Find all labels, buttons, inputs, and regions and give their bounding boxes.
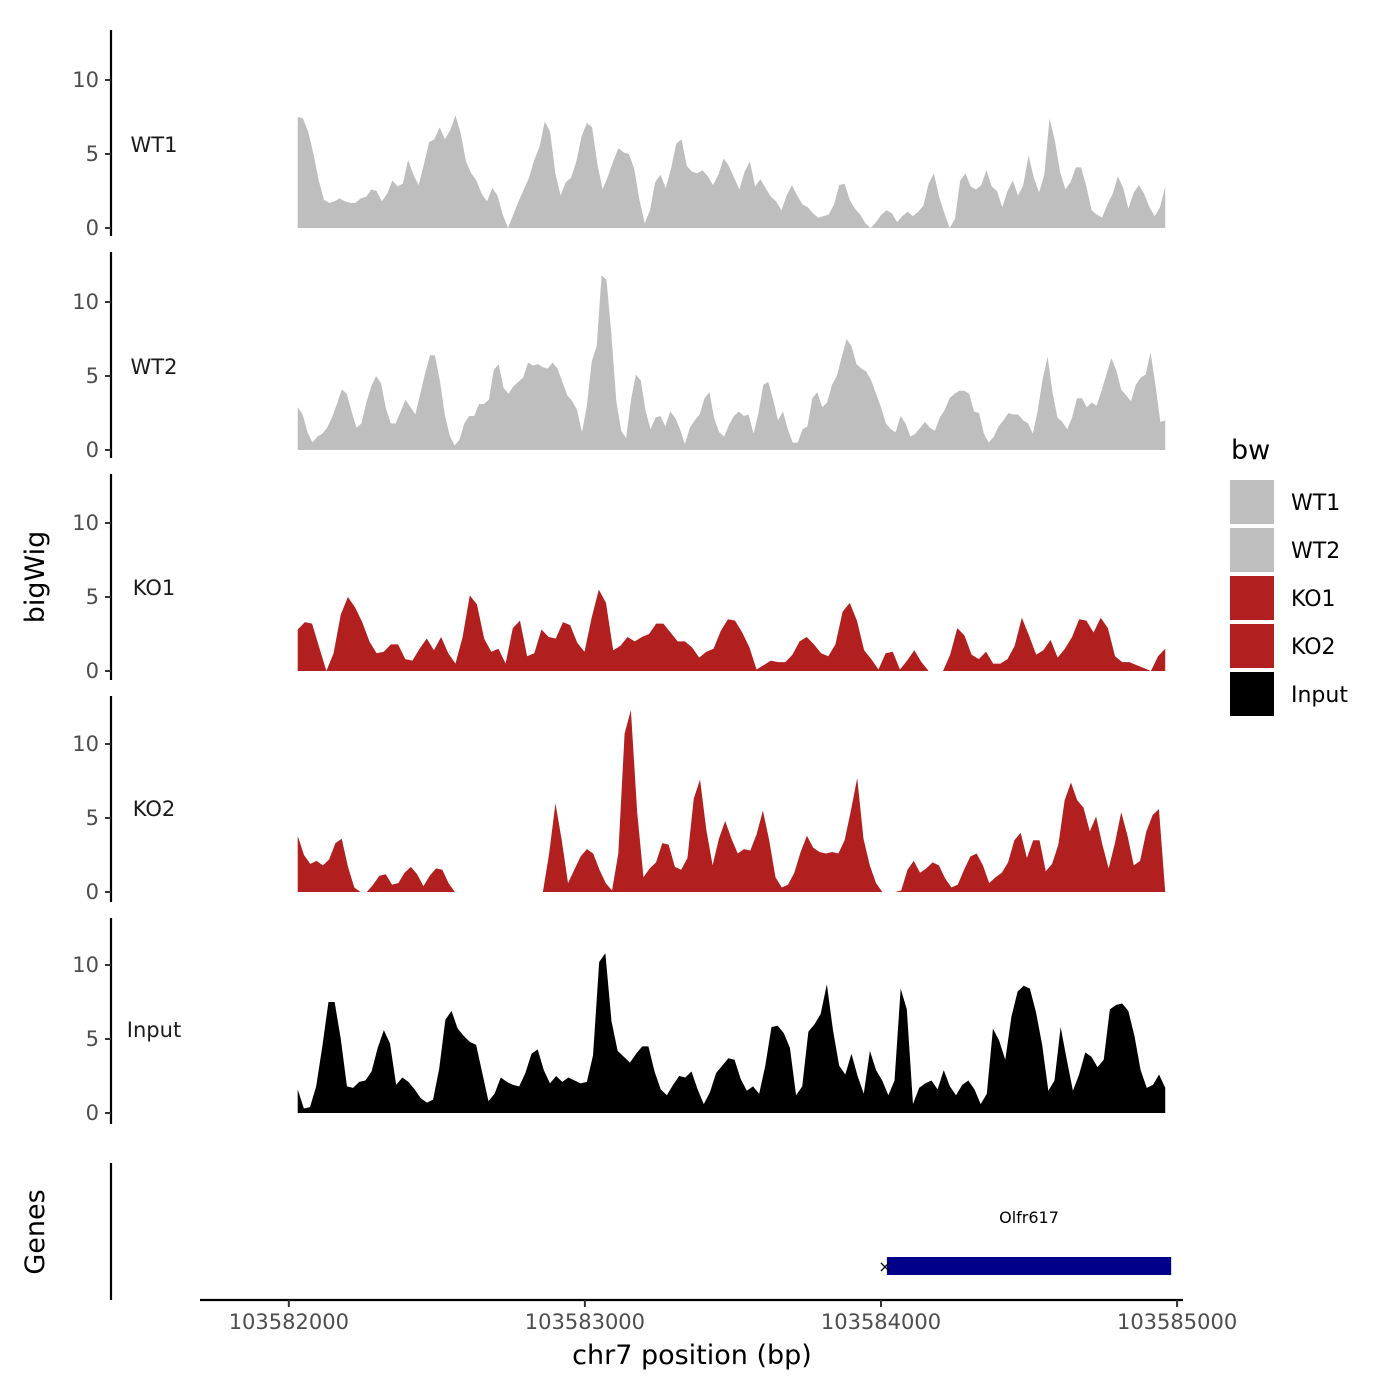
x-axis: 103582000 103583000 103584000 103585000 xyxy=(200,1298,1237,1334)
track-wt2: 0 5 10 WT2 xyxy=(72,252,1166,462)
y-tick-label: 10 xyxy=(72,290,99,314)
legend-label-ko2: KO2 xyxy=(1291,635,1336,660)
x-axis-title: chr7 position (bp) xyxy=(572,1340,812,1371)
x-tick-label: 103585000 xyxy=(1117,1310,1237,1334)
y-tick-label: 0 xyxy=(86,659,99,683)
track-area-wt2 xyxy=(297,275,1166,450)
y-tick-label: 5 xyxy=(86,142,99,166)
legend-swatch-ko2 xyxy=(1230,624,1274,668)
y-tick-label: 0 xyxy=(86,1101,99,1125)
gene-strand-marker-left: × xyxy=(878,1257,891,1276)
y-tick-label: 10 xyxy=(72,68,99,92)
track-label-ko1: KO1 xyxy=(133,576,176,600)
y-tick-label: 5 xyxy=(86,585,99,609)
x-tick-label: 103582000 xyxy=(229,1310,349,1334)
track-label-wt2: WT2 xyxy=(131,355,178,379)
y-tick-label: 10 xyxy=(72,953,99,977)
track-input: 0 5 10 Input xyxy=(72,918,1166,1125)
legend-swatch-wt1 xyxy=(1230,480,1274,524)
x-tick-label: 103583000 xyxy=(525,1310,645,1334)
track-area-input xyxy=(297,953,1166,1113)
legend-label-wt2: WT2 xyxy=(1291,539,1340,564)
legend-label-input: Input xyxy=(1291,683,1348,708)
tracks-layer: 0 5 10 WT1 0 5 10 WT2 0 5 10 KO1 0 5 10 KO2 0 5 10 Input xyxy=(72,30,1166,1125)
y-tick-label: 5 xyxy=(86,806,99,830)
y-tick-label: 0 xyxy=(86,216,99,240)
legend-label-wt1: WT1 xyxy=(1291,491,1340,516)
legend-label-ko1: KO1 xyxy=(1291,587,1336,612)
gene-body xyxy=(886,1257,1172,1275)
gene-label: Olfr617 xyxy=(999,1208,1059,1227)
track-label-ko2: KO2 xyxy=(133,797,176,821)
y-tick-label: 10 xyxy=(72,511,99,535)
y-tick-label: 0 xyxy=(86,438,99,462)
legend-title: bw xyxy=(1231,435,1270,466)
y-tick-label: 5 xyxy=(86,1027,99,1051)
legend: bw WT1 WT2 KO1 KO2 Input xyxy=(1230,435,1348,716)
legend-swatch-ko1 xyxy=(1230,576,1274,620)
track-label-wt1: WT1 xyxy=(131,133,178,157)
track-area-ko2 xyxy=(297,709,1166,892)
track-label-input: Input xyxy=(127,1018,181,1042)
track-area-ko1 xyxy=(297,589,1166,671)
y-tick-label: 5 xyxy=(86,364,99,388)
track-ko2: 0 5 10 KO2 xyxy=(72,696,1166,904)
genes-axis-title: Genes xyxy=(20,1189,51,1274)
legend-swatch-wt2 xyxy=(1230,528,1274,572)
y-tick-label: 10 xyxy=(72,732,99,756)
genes-panel: Olfr617 × xyxy=(109,1163,1172,1300)
track-ko1: 0 5 10 KO1 xyxy=(72,474,1166,683)
track-area-wt1 xyxy=(297,115,1166,228)
legend-swatch-input xyxy=(1230,672,1274,716)
x-tick-label: 103584000 xyxy=(821,1310,941,1334)
y-axis-title: bigWig xyxy=(20,531,51,624)
track-wt1: 0 5 10 WT1 xyxy=(72,30,1166,240)
y-tick-label: 0 xyxy=(86,880,99,904)
